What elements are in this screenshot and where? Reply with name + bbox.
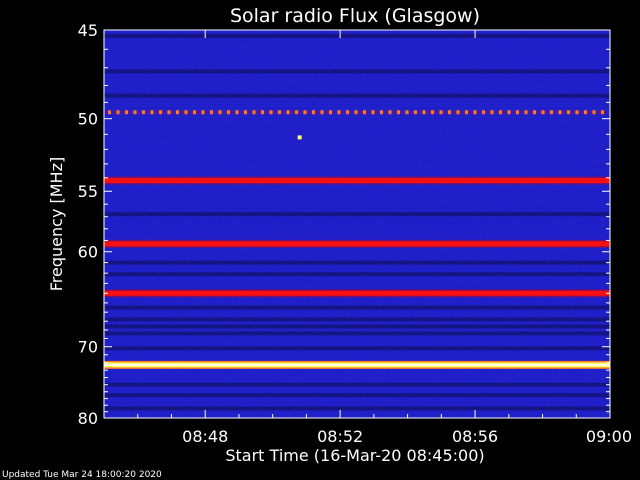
band-dash-mark (108, 110, 111, 115)
y-tick-labels: 45 50 55 60 70 80 (78, 21, 98, 428)
band-dash-mark (329, 110, 332, 115)
band-dash-mark (431, 110, 434, 115)
band-dash-mark (592, 110, 596, 115)
band-dash-mark (575, 110, 579, 115)
band-dash-mark (133, 110, 137, 115)
band-dash-mark (244, 110, 247, 115)
band-dash-mark (439, 110, 443, 115)
y-tick-label: 60 (78, 243, 98, 262)
band-dash-mark (167, 110, 171, 115)
band-dash-mark (346, 110, 349, 115)
band-dash-mark (490, 110, 494, 115)
band-dash-mark (269, 110, 273, 115)
y-axis-ticks (104, 29, 610, 419)
y-tick-label: 80 (78, 409, 98, 428)
update-timestamp: Updated Tue Mar 24 18:00:20 2020 (2, 470, 162, 480)
band-dash-mark (176, 110, 179, 115)
band-red (104, 290, 610, 296)
band-dash-mark (371, 110, 375, 115)
band-dash-mark (507, 110, 511, 115)
x-axis-label: Start Time (16-Mar-20 08:45:00) (225, 446, 484, 465)
band-dash-mark (295, 110, 298, 115)
band-dash-mark (533, 110, 536, 115)
band-dash-mark (380, 110, 383, 115)
chart-title: Solar radio Flux (Glasgow) (230, 5, 480, 27)
band-dash-mark (303, 110, 307, 115)
band-red (104, 241, 610, 247)
x-tick-label: 08:52 (317, 427, 363, 446)
band-dash-mark (235, 110, 239, 115)
band-dash-mark (422, 110, 426, 115)
band-dash-mark (312, 110, 315, 115)
x-tick-label: 08:48 (182, 427, 228, 446)
plot-area (103, 29, 611, 419)
band-dash-mark (142, 110, 145, 115)
band-dash-mark (218, 110, 222, 115)
band-dash-mark (524, 110, 528, 115)
band-dash-mark (567, 110, 570, 115)
band-dash-mark (320, 110, 324, 115)
y-tick-label: 50 (78, 110, 98, 129)
spectrogram-noise (104, 30, 610, 418)
band-dash-mark (116, 110, 120, 115)
spectrogram-bands (104, 110, 610, 369)
band-red (104, 178, 610, 184)
band-dash-mark (456, 110, 460, 115)
band-dash-mark (550, 110, 553, 115)
band-dash-mark (261, 110, 264, 115)
band-dash-mark (210, 110, 213, 115)
band-dash-mark (125, 110, 128, 115)
y-tick-label: 70 (78, 338, 98, 357)
band-dash-mark (184, 110, 188, 115)
spot-mark (297, 135, 302, 140)
band-dash-mark (601, 110, 604, 115)
x-tick-label: 08:56 (452, 427, 498, 446)
y-tick-label: 55 (78, 182, 98, 201)
band-dash-mark (414, 110, 417, 115)
band-dash-mark (541, 110, 545, 115)
plot-frame (103, 29, 611, 419)
band-dash-mark (558, 110, 562, 115)
band-dash-mark (465, 110, 468, 115)
band-dash-mark (193, 110, 196, 115)
band-dash-mark (482, 110, 485, 115)
band-dash-mark (286, 110, 290, 115)
band-dash-mark (499, 110, 502, 115)
band-core (104, 363, 610, 366)
band-dash-mark (448, 110, 451, 115)
band-dash-mark (397, 110, 400, 115)
band-dash-mark (584, 110, 587, 115)
band-dash-mark (159, 110, 162, 115)
band-dash-mark (201, 110, 205, 115)
band-dash-mark (354, 110, 358, 115)
band-dash-mark (405, 110, 409, 115)
x-tick-labels: 08:48 08:52 08:56 09:00 (182, 427, 632, 446)
band-dash-mark (150, 110, 154, 115)
band-dash-mark (252, 110, 256, 115)
x-tick-label: 09:00 (586, 427, 632, 446)
band-dash-mark (227, 110, 230, 115)
y-axis-label-group: Frequency [MHz] (47, 157, 66, 291)
band-dash-mark (363, 110, 366, 115)
x-axis-ticks (137, 30, 611, 418)
band-dash-mark (337, 110, 341, 115)
band-dash-mark (388, 110, 392, 115)
band-dash-mark (516, 110, 519, 115)
y-tick-label: 45 (78, 21, 98, 40)
band-dash-mark (473, 110, 477, 115)
y-axis-label: Frequency [MHz] (47, 157, 66, 291)
band-dash-mark (278, 110, 281, 115)
